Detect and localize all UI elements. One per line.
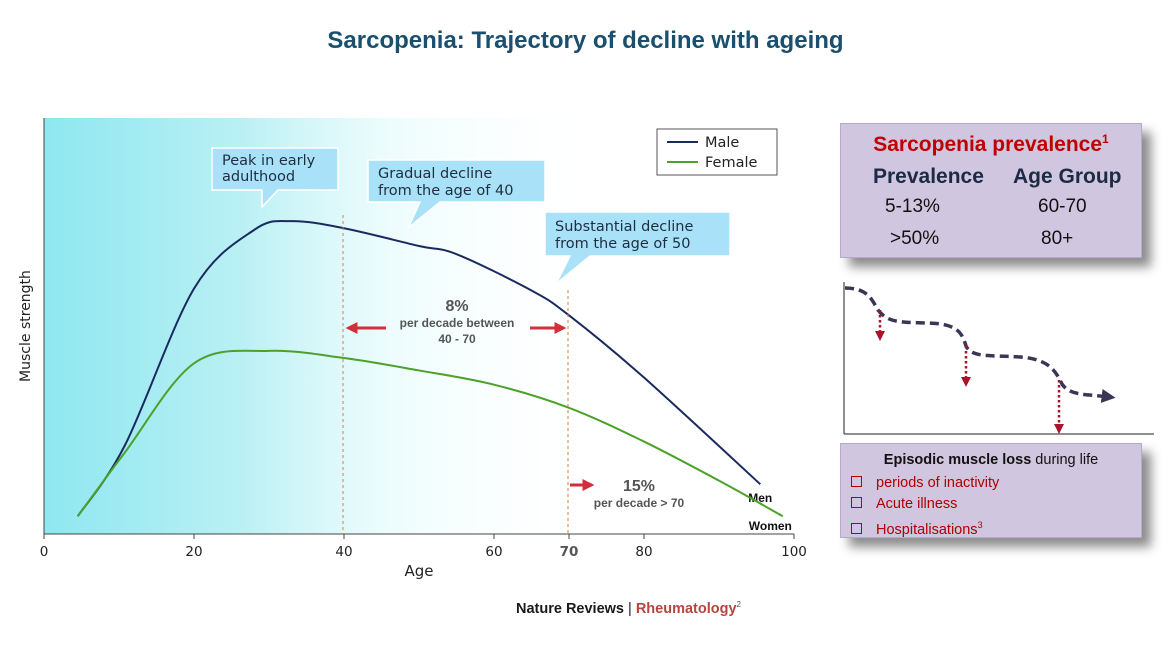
x-tick-label: 70 <box>560 544 579 560</box>
source-publisher: Nature Reviews <box>516 600 624 617</box>
x-tick-label: 0 <box>40 544 49 560</box>
x-tick-label: 40 <box>335 544 352 560</box>
callout-peak-shape <box>211 147 339 209</box>
episodic-loss-title: Episodic muscle loss during life <box>841 452 1141 468</box>
legend-male-label: Male <box>705 135 739 151</box>
prevalence-title-ref: 1 <box>1102 132 1109 146</box>
rate-40-70-line2: 40 - 70 <box>438 332 476 346</box>
list-item: periods of inactivity <box>851 473 999 494</box>
checkbox-bullet-icon <box>851 497 862 508</box>
source-separator: | <box>624 600 636 617</box>
series-line-female <box>76 349 784 518</box>
legend: Male Female <box>656 128 778 176</box>
rate-over-70-value: 15% <box>623 478 655 495</box>
callout-gradual-line1: Gradual decline <box>378 166 492 182</box>
episodic-loss-title-rest: during life <box>1031 452 1099 468</box>
x-tick-label: 60 <box>485 544 502 560</box>
source-ref: 2 <box>736 600 741 609</box>
episodic-decline-curve <box>844 286 1116 403</box>
rate-40-70-value: 8% <box>445 298 468 315</box>
episodic-loss-panel: Episodic muscle loss during life periods… <box>840 443 1142 538</box>
series-end-label-female: Women <box>749 519 792 533</box>
callout-substantial: Substantial decline from the age of 50 <box>544 211 731 285</box>
series-line-male <box>76 220 761 517</box>
callout-substantial-shape <box>544 211 731 285</box>
slide-title: Sarcopenia: Trajectory of decline with a… <box>327 27 844 54</box>
episodic-loss-list: periods of inactivity Acute illness Hosp… <box>851 473 999 538</box>
source-credit: Nature Reviews | Rheumatology2 <box>516 600 741 617</box>
list-item-text: periods of inactivity <box>876 475 1000 491</box>
prevalence-col-header: Prevalence <box>873 165 984 188</box>
y-axis-label: Muscle strength <box>18 270 34 382</box>
x-tick-label: 100 <box>781 544 807 560</box>
callout-substantial-line2: from the age of 50 <box>555 236 690 252</box>
callout-gradual: Gradual decline from the age of 40 <box>367 159 546 229</box>
prevalence-row-2-value: >50% <box>890 228 940 249</box>
list-item-text: Acute illness <box>876 496 958 512</box>
source-journal: Rheumatology <box>635 600 737 617</box>
rate-over-70-line1: per decade > 70 <box>594 496 685 510</box>
checkbox-bullet-icon <box>851 476 862 487</box>
checkbox-bullet-icon <box>851 522 862 534</box>
list-item: Acute illness <box>851 494 999 515</box>
list-item-ref: 3 <box>977 520 983 530</box>
series-end-label-male: Men <box>748 491 772 505</box>
legend-female-label: Female <box>705 155 758 171</box>
callout-peak-line2: adulthood <box>222 169 295 185</box>
prevalence-panel: Sarcopenia prevalence1 Prevalence Age Gr… <box>840 123 1142 258</box>
legend-box <box>656 128 778 176</box>
x-tick-label: 80 <box>635 544 652 560</box>
episodic-loss-diagram <box>843 282 1154 435</box>
prevalence-title: Sarcopenia prevalence1 <box>841 132 1141 157</box>
prevalence-row-1-value: 5-13% <box>885 196 940 217</box>
episodic-loss-title-bold: Episodic muscle loss <box>883 452 1032 468</box>
prevalence-row-1-age: 60-70 <box>1038 196 1087 217</box>
muscle-strength-chart: 0 20 40 60 70 80 100 Age Muscle strength Men Wo… <box>18 118 807 580</box>
callout-substantial-line1: Substantial decline <box>555 219 693 235</box>
prevalence-row-2-age: 80+ <box>1041 228 1074 249</box>
callout-peak-line1: Peak in early <box>222 153 316 169</box>
callout-gradual-shape <box>367 159 546 229</box>
rate-40-70-line1: per decade between <box>400 316 515 330</box>
list-item: Hospitalisations3 <box>851 515 999 538</box>
x-tick-label: 20 <box>185 544 202 560</box>
prevalence-title-text: Sarcopenia prevalence <box>873 133 1103 156</box>
age-group-col-header: Age Group <box>1013 165 1122 188</box>
x-axis-label: Age <box>404 562 433 580</box>
callout-peak: Peak in early adulthood <box>211 147 339 209</box>
callout-gradual-line2: from the age of 40 <box>378 183 513 199</box>
list-item-text: Hospitalisations <box>876 521 978 538</box>
